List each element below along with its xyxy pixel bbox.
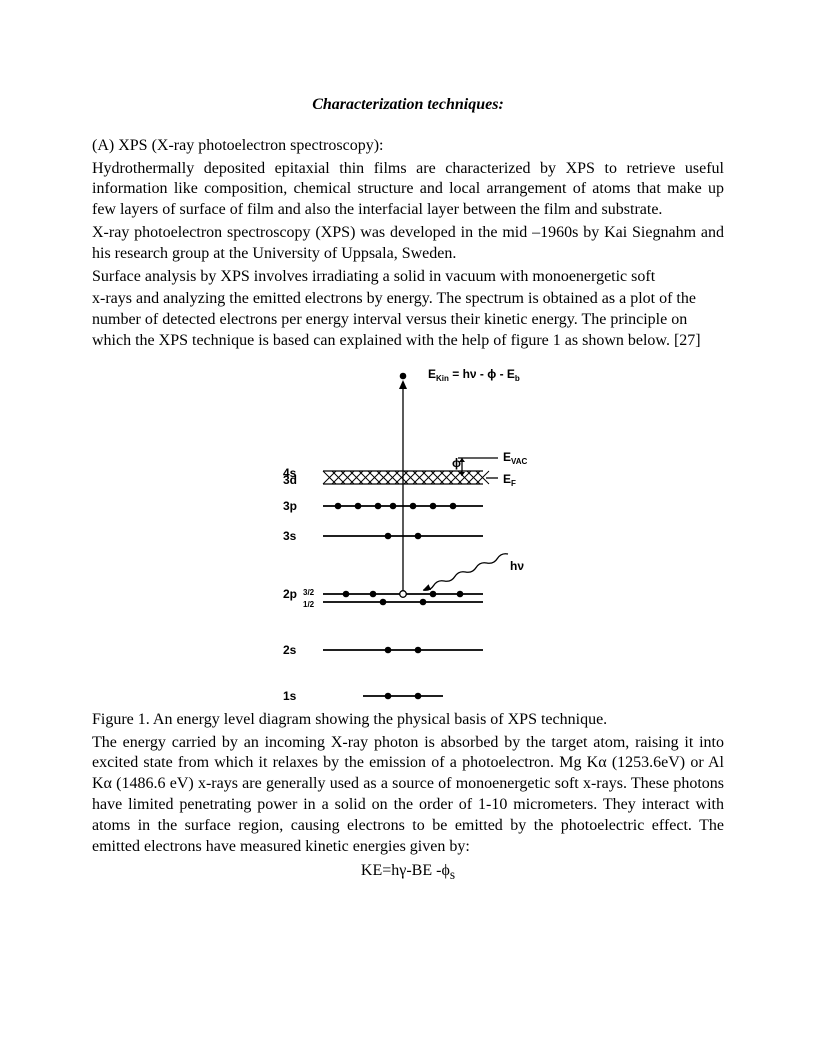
svg-text:3p: 3p xyxy=(283,499,297,513)
svg-text:EVAC: EVAC xyxy=(503,450,528,466)
section-a-heading: (A) XPS (X-ray photoelectron spectroscop… xyxy=(92,136,724,157)
svg-text:1/2: 1/2 xyxy=(303,600,315,609)
equation-text: KE=hγ-BE -ϕs xyxy=(361,862,455,879)
figure-1-caption: Figure 1. An energy level diagram showin… xyxy=(92,710,724,731)
svg-text:hν: hν xyxy=(510,559,524,573)
page-title: Characterization techniques: xyxy=(92,95,724,116)
svg-text:ϕ: ϕ xyxy=(452,456,461,470)
svg-text:2s: 2s xyxy=(283,643,297,657)
svg-text:1s: 1s xyxy=(283,689,297,703)
paragraph-2: X-ray photoelectron spectroscopy (XPS) w… xyxy=(92,223,724,265)
paragraph-4: x-rays and analyzing the emitted electro… xyxy=(92,289,724,351)
equation-ke: KE=hγ-BE -ϕs xyxy=(92,861,724,884)
paragraph-1: Hydrothermally deposited epitaxial thin … xyxy=(92,159,724,221)
paragraph-5: The energy carried by an incoming X-ray … xyxy=(92,733,724,858)
svg-text:3s: 3s xyxy=(283,529,297,543)
svg-text:2p: 2p xyxy=(283,587,297,601)
svg-text:3d: 3d xyxy=(283,473,297,487)
svg-text:EF: EF xyxy=(503,472,516,488)
svg-text:3/2: 3/2 xyxy=(303,588,315,597)
figure-1-diagram: EKin = hν - ϕ - EbEVACEFϕ4s3d3p3s2p3/21/… xyxy=(228,358,588,708)
svg-text:EKin = hν - ϕ - Eb: EKin = hν - ϕ - Eb xyxy=(428,367,520,383)
paragraph-3: Surface analysis by XPS involves irradia… xyxy=(92,267,724,288)
figure-1-wrap: EKin = hν - ϕ - EbEVACEFϕ4s3d3p3s2p3/21/… xyxy=(92,358,724,708)
